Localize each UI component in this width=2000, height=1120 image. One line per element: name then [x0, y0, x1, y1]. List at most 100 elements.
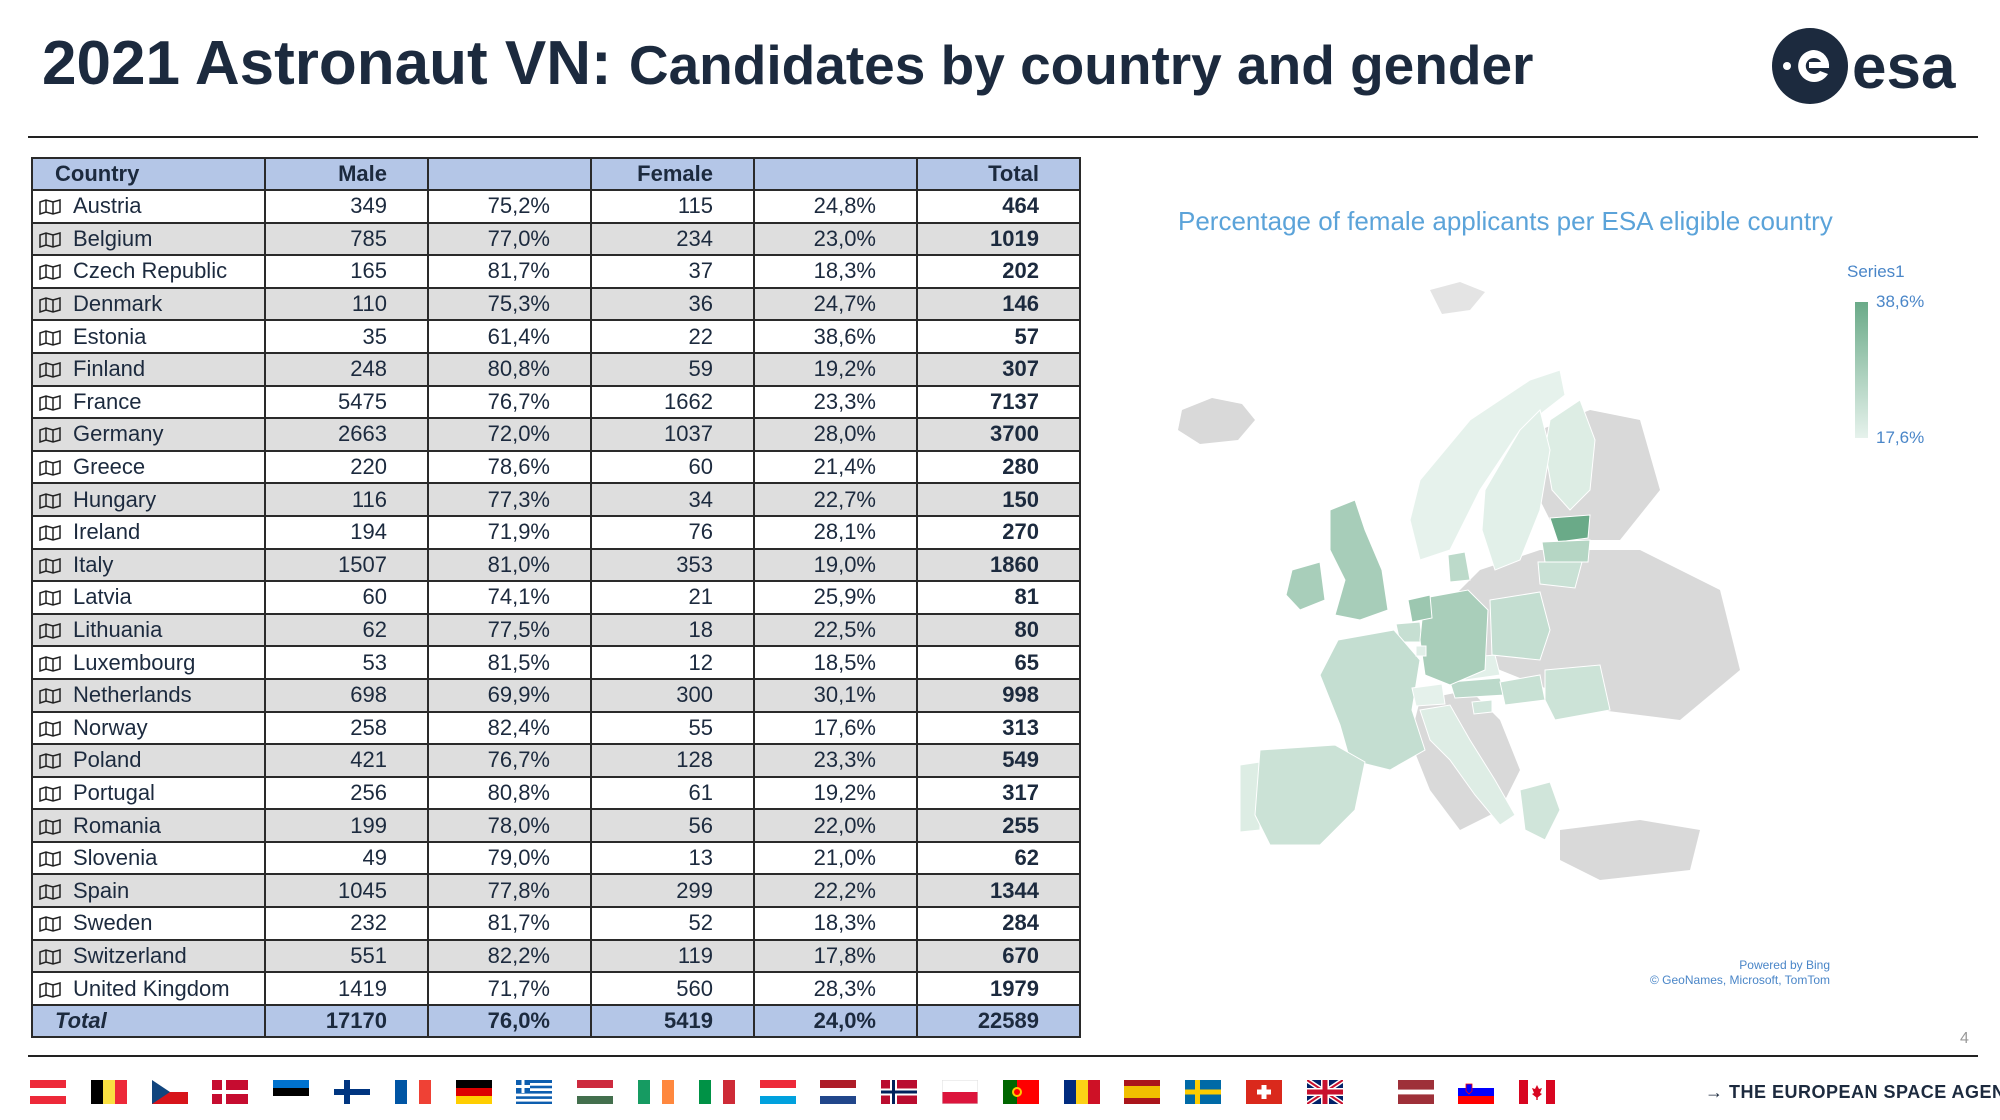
total-female-pct: 24,0% [753, 1003, 918, 1038]
country-label: Austria [73, 193, 142, 219]
map-icon [39, 427, 61, 444]
table-total-row: Total 17170 76,0% 5419 24,0% 22589 [31, 1003, 1081, 1038]
cell-female: 52 [590, 906, 755, 941]
cell-country: Switzerland [31, 938, 266, 974]
cell-male: 256 [264, 775, 429, 811]
country-label: Norway [73, 714, 148, 740]
cell-male-pct: 61,4% [427, 319, 592, 354]
member-flags-row [30, 1080, 1590, 1106]
cell-total: 1019 [916, 221, 1081, 257]
table-row: Greece 220 78,6% 60 21,4% 280 [31, 449, 1081, 485]
table-row: Latvia 60 74,1% 21 25,9% 81 [31, 580, 1081, 615]
header-female: Female [590, 157, 755, 191]
title-sub: Candidates by country and gender [628, 34, 1534, 96]
cell-female-pct: 22,2% [753, 873, 918, 909]
logo-text: esa [1852, 33, 1956, 102]
cell-male: 60 [264, 580, 429, 615]
cell-male-pct: 77,0% [427, 221, 592, 257]
map-region-united-kingdom [1329, 499, 1389, 621]
map-region-poland [1489, 591, 1551, 661]
cell-female: 34 [590, 482, 755, 517]
cell-total: 3700 [916, 417, 1081, 452]
map-icon [39, 199, 61, 216]
map-region-turkey [1560, 820, 1700, 880]
cell-country: Netherlands [31, 677, 266, 713]
country-label: Netherlands [73, 682, 192, 708]
map-region-luxembourg [1415, 645, 1427, 657]
cell-female: 21 [590, 580, 755, 615]
cell-male: 1419 [264, 971, 429, 1006]
cell-total: 255 [916, 808, 1081, 843]
country-label: Italy [73, 551, 114, 577]
cell-male: 49 [264, 840, 429, 876]
table-row: Czech Republic 165 81,7% 37 18,3% 202 [31, 254, 1081, 289]
cell-male: 53 [264, 645, 429, 680]
cell-country: United Kingdom [31, 971, 266, 1006]
header-country: Country [31, 157, 266, 191]
cell-country: Ireland [31, 514, 266, 550]
cell-female-pct: 21,4% [753, 449, 918, 485]
cell-total: 307 [916, 351, 1081, 387]
country-label: Ireland [73, 519, 141, 545]
cell-female-pct: 38,6% [753, 319, 918, 354]
cell-total: 65 [916, 645, 1081, 680]
country-label: Portugal [73, 779, 155, 805]
map-region-estonia [1549, 514, 1591, 543]
map-credit-sources: © GeoNames, Microsoft, TomTom [1650, 973, 1830, 987]
flag-romania-icon [1064, 1080, 1100, 1104]
country-label: Poland [73, 747, 142, 773]
map-icon [39, 655, 61, 672]
country-label: Lithuania [73, 617, 163, 643]
cell-female-pct: 22,5% [753, 612, 918, 648]
esa-logo: esa [1772, 28, 1956, 104]
page-number: 4 [1960, 1030, 1969, 1047]
cell-male: 5475 [264, 384, 429, 420]
cell-female: 61 [590, 775, 755, 811]
table-row: United Kingdom 1419 71,7% 560 28,3% 1979 [31, 971, 1081, 1006]
cell-female: 36 [590, 286, 755, 322]
cell-female: 234 [590, 221, 755, 257]
cell-female-pct: 17,8% [753, 938, 918, 974]
cell-country: Italy [31, 547, 266, 583]
country-label: Switzerland [73, 942, 187, 968]
cell-male: 194 [264, 514, 429, 550]
cell-total: 1860 [916, 547, 1081, 583]
cell-female-pct: 28,0% [753, 417, 918, 452]
country-label: Germany [73, 421, 164, 447]
map-credit-bing: Powered by Bing [1739, 958, 1830, 972]
cell-male-pct: 77,5% [427, 612, 592, 648]
flag-czech-republic-icon [152, 1080, 188, 1104]
cell-female-pct: 19,0% [753, 547, 918, 583]
cell-total: 7137 [916, 384, 1081, 420]
table-row: Belgium 785 77,0% 234 23,0% 1019 [31, 221, 1081, 257]
cell-female: 60 [590, 449, 755, 485]
cell-female: 37 [590, 254, 755, 289]
table-row: Spain 1045 77,8% 299 22,2% 1344 [31, 873, 1081, 909]
table-row: Slovenia 49 79,0% 13 21,0% 62 [31, 840, 1081, 876]
map-region-spain [1254, 744, 1366, 846]
map-region-netherlands [1407, 594, 1433, 623]
cell-total: 464 [916, 189, 1081, 224]
country-label: Luxembourg [73, 649, 196, 675]
flag-poland-icon [942, 1080, 978, 1104]
cell-male-pct: 78,0% [427, 808, 592, 843]
cell-total: 202 [916, 254, 1081, 289]
map-region-ireland [1285, 561, 1326, 611]
map-icon [39, 851, 61, 868]
cell-female-pct: 19,2% [753, 351, 918, 387]
cell-female: 353 [590, 547, 755, 583]
cell-female-pct: 21,0% [753, 840, 918, 876]
cell-country: Romania [31, 808, 266, 843]
table-row: Netherlands 698 69,9% 300 30,1% 998 [31, 677, 1081, 713]
cell-male-pct: 72,0% [427, 417, 592, 452]
cell-total: 549 [916, 743, 1081, 778]
cell-male: 258 [264, 710, 429, 746]
legend-gradient-bar [1855, 302, 1868, 438]
cell-female: 12 [590, 645, 755, 680]
cell-female: 1037 [590, 417, 755, 452]
cell-female-pct: 23,0% [753, 221, 918, 257]
country-label: Estonia [73, 323, 147, 349]
map-region-greece [1519, 781, 1561, 841]
cell-total: 313 [916, 710, 1081, 746]
cell-male-pct: 74,1% [427, 580, 592, 615]
